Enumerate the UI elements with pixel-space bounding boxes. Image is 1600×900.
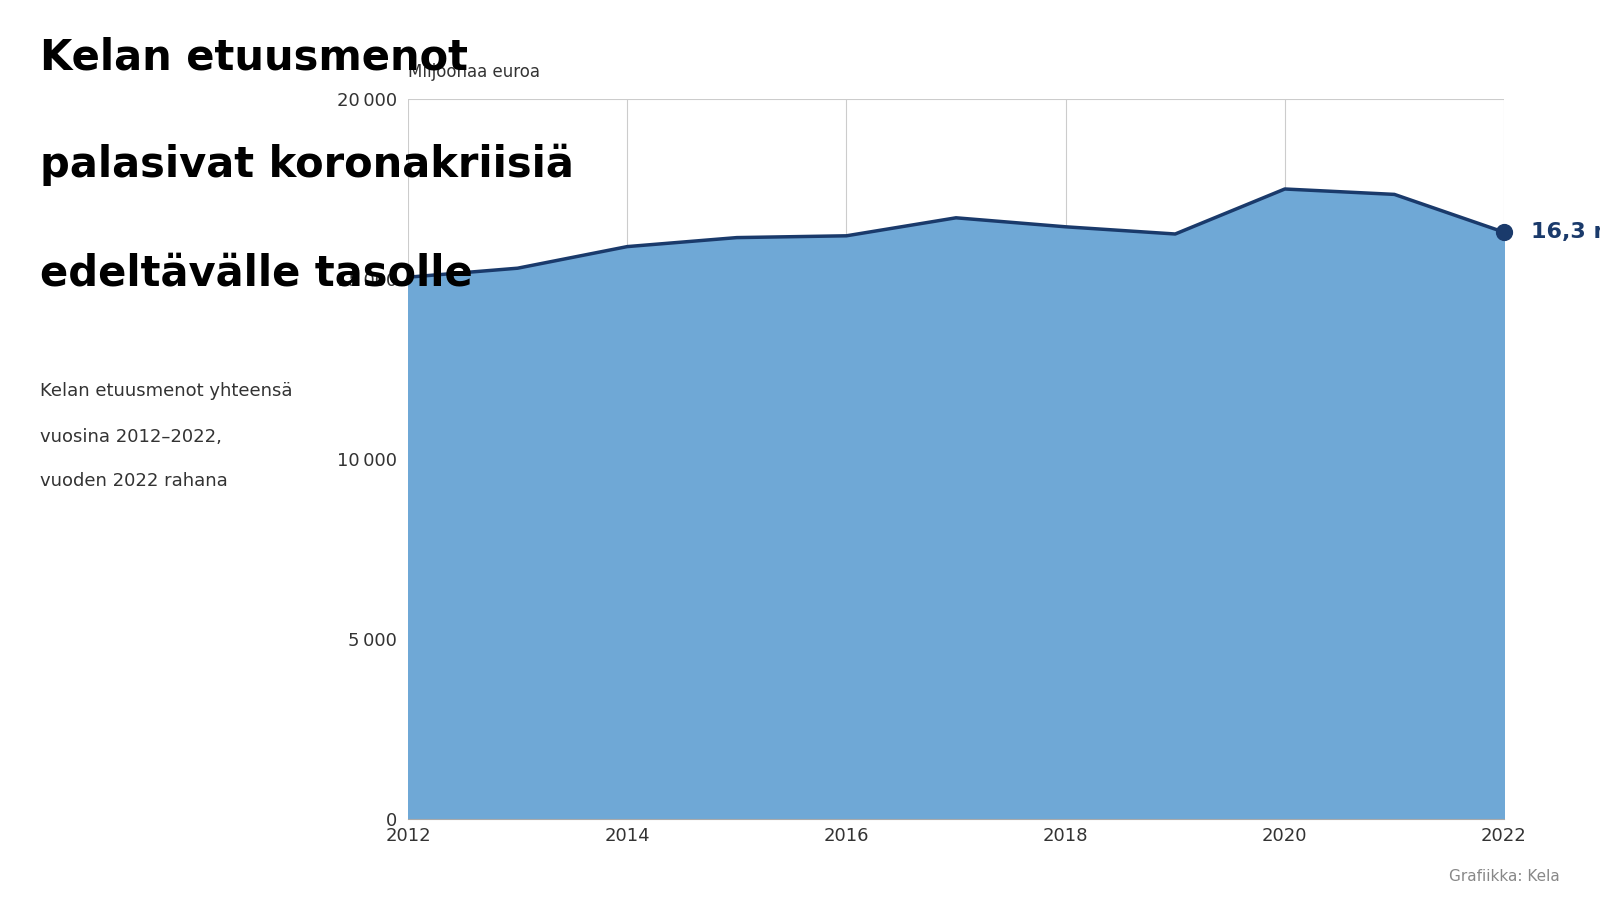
Text: vuosina 2012–2022,: vuosina 2012–2022, [40,428,222,446]
Text: palasivat koronakriisiä: palasivat koronakriisiä [40,144,574,186]
Text: Miljoonaa euroa: Miljoonaa euroa [408,63,541,81]
Text: Kelan etuusmenot yhteensä: Kelan etuusmenot yhteensä [40,382,293,400]
Text: 16,3 mrd. €: 16,3 mrd. € [1531,222,1600,242]
Text: Grafiikka: Kela: Grafiikka: Kela [1450,868,1560,884]
Text: Kelan etuusmenot: Kelan etuusmenot [40,36,467,78]
Text: vuoden 2022 rahana: vuoden 2022 rahana [40,472,227,490]
Point [1491,225,1517,239]
Text: edeltävälle tasolle: edeltävälle tasolle [40,252,472,294]
